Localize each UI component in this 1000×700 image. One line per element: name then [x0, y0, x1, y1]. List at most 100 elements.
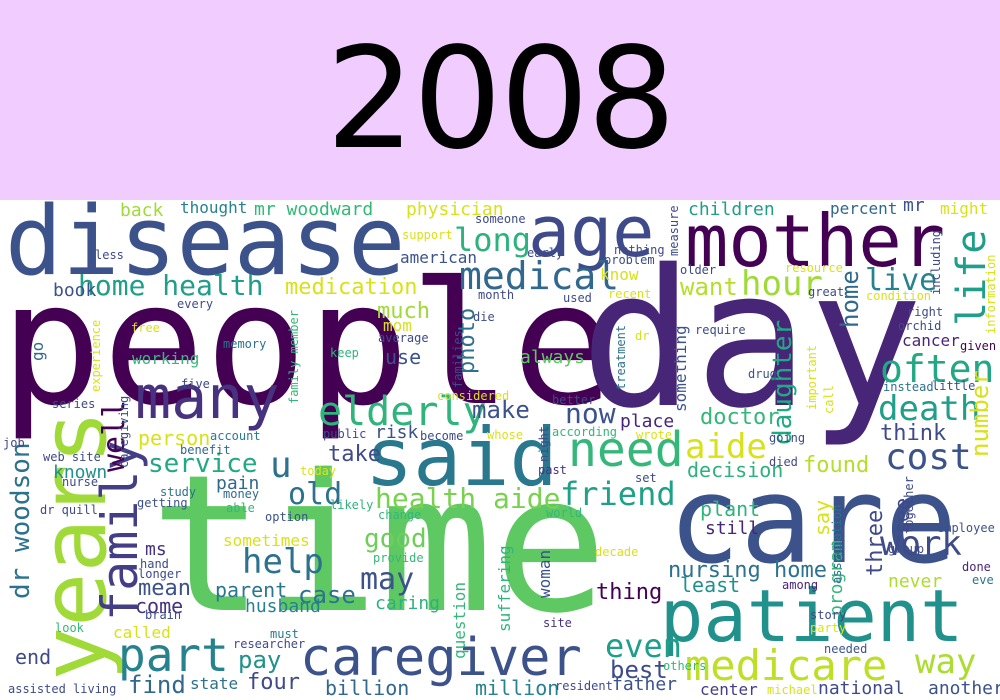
- cloud-word-resource: resource: [785, 261, 843, 275]
- cloud-word-given: given: [960, 339, 997, 353]
- cloud-word-go: go: [28, 341, 47, 361]
- cloud-word-american: american: [400, 248, 478, 267]
- cloud-word-among: among: [782, 578, 819, 592]
- cloud-word-medication: medication: [285, 275, 418, 300]
- cloud-word-way: way: [915, 642, 977, 682]
- cloud-word-find: find: [128, 671, 186, 699]
- cloud-word-think: think: [880, 421, 947, 446]
- cloud-word-working: working: [132, 349, 200, 368]
- cloud-word-medical: medical: [459, 254, 620, 298]
- cloud-word-say: say: [810, 499, 834, 536]
- cloud-word-thing: thing: [596, 580, 663, 605]
- cloud-word-support: support: [402, 228, 453, 242]
- cloud-word-study: study: [160, 485, 197, 499]
- cloud-word-dr-quill: dr quill: [40, 503, 98, 517]
- cloud-word-researcher: researcher: [233, 637, 306, 651]
- cloud-word-risk: risk: [375, 422, 419, 443]
- cloud-word-need: need: [568, 422, 684, 478]
- cloud-word-decision: decision: [687, 458, 784, 482]
- cloud-word-national: national: [818, 678, 905, 699]
- cloud-word-woman: woman: [535, 549, 554, 598]
- cloud-word-much: much: [377, 299, 430, 324]
- cloud-word-dr: dr: [635, 329, 650, 343]
- cloud-word-drug: drug: [748, 367, 777, 381]
- word-cloud: people day time care disease mother age years sa…: [0, 200, 1000, 700]
- cloud-word-children: children: [688, 200, 775, 220]
- cloud-word-ms: ms: [145, 539, 167, 560]
- cloud-word-today: today: [300, 464, 337, 478]
- cloud-word-aide: aide: [685, 427, 767, 467]
- cloud-word-million: million: [475, 676, 560, 700]
- cloud-word-question: question: [450, 581, 469, 659]
- cloud-word-story: story: [810, 608, 847, 622]
- cloud-word-brain: brain: [145, 608, 182, 622]
- cloud-word-needed: needed: [824, 642, 868, 656]
- cloud-word-part: part: [118, 628, 229, 682]
- cloud-word-sometimes: sometimes: [223, 531, 310, 550]
- cloud-word-early: early: [527, 246, 564, 260]
- cloud-word-plant: plant: [700, 497, 761, 521]
- cloud-word-world: world: [546, 506, 583, 520]
- cloud-word-day: day: [580, 229, 924, 450]
- cloud-word-right: right: [907, 305, 944, 319]
- cloud-word-older: older: [680, 263, 717, 277]
- cloud-word-night: night: [537, 425, 551, 462]
- cloud-word-u: u: [270, 445, 292, 486]
- cloud-word-mother: mother: [685, 200, 946, 283]
- cloud-word-died: died: [769, 455, 798, 469]
- cloud-word-called: called: [113, 623, 171, 642]
- cloud-word-nursing-home: nursing home: [668, 558, 827, 583]
- cloud-word-become: become: [420, 429, 464, 443]
- cloud-word-work: work: [880, 524, 962, 564]
- cloud-word-least: least: [680, 573, 741, 597]
- cloud-word-good: good: [364, 524, 427, 554]
- cloud-word-doctor: doctor: [700, 405, 780, 430]
- cloud-word-die: die: [473, 310, 495, 324]
- cloud-word-benefit: benefit: [180, 443, 231, 457]
- cloud-word-resident: resident: [555, 679, 613, 693]
- cloud-word-time: time: [150, 434, 608, 655]
- cloud-word-never: never: [888, 571, 943, 592]
- cloud-word-measure: measure: [667, 205, 681, 256]
- cloud-word-month: month: [478, 288, 515, 302]
- cloud-word-disease: disease: [5, 200, 406, 297]
- cloud-word-found: found: [803, 453, 870, 478]
- cloud-word-keep: keep: [330, 346, 359, 360]
- cloud-word-mr: mr: [903, 200, 925, 216]
- cloud-word-parent: parent: [215, 578, 288, 602]
- cloud-word-likely: likely: [330, 498, 374, 512]
- cloud-word-whose: whose: [487, 428, 524, 442]
- cloud-word-center: center: [700, 680, 758, 699]
- cloud-word-percent: percent: [830, 200, 898, 218]
- cloud-word-families: families: [451, 330, 465, 388]
- cloud-word-assisted-living: assisted living: [8, 682, 117, 696]
- cloud-word-father: father: [612, 674, 678, 695]
- cloud-word-including: including: [929, 229, 943, 295]
- cloud-word-might: might: [940, 200, 989, 218]
- cloud-word-end: end: [15, 645, 52, 669]
- cloud-word-pain: pain: [216, 473, 260, 494]
- cloud-word-series: series: [52, 397, 96, 411]
- cloud-word-many: many: [135, 363, 280, 433]
- cloud-word-look: look: [55, 621, 84, 635]
- cloud-word-patient: patient: [660, 574, 964, 658]
- cloud-word-care: care: [668, 452, 957, 591]
- cloud-word-husband: husband: [245, 596, 321, 617]
- cloud-word-problem: problem: [604, 253, 655, 267]
- cloud-word-together: together: [902, 476, 916, 534]
- cloud-word-even: even: [605, 627, 683, 665]
- cloud-word-death: death: [878, 389, 981, 429]
- cloud-word-mom: mom: [383, 316, 412, 335]
- cloud-word-must: must: [270, 627, 299, 641]
- cloud-word-wrote: wrote: [636, 428, 673, 442]
- cloud-word-best: best: [610, 656, 668, 684]
- cloud-word-instead: instead: [883, 380, 934, 394]
- cloud-word-live: live: [865, 263, 938, 298]
- cloud-word-caring: caring: [375, 593, 441, 614]
- cloud-word-service: service: [148, 449, 258, 479]
- cloud-word-recent: recent: [608, 287, 652, 301]
- cloud-word-orchid: orchid: [898, 319, 942, 333]
- cloud-word-great: great: [808, 285, 845, 299]
- cloud-word-mr-woodward: mr woodward: [254, 200, 374, 220]
- cloud-word-every: every: [177, 297, 214, 311]
